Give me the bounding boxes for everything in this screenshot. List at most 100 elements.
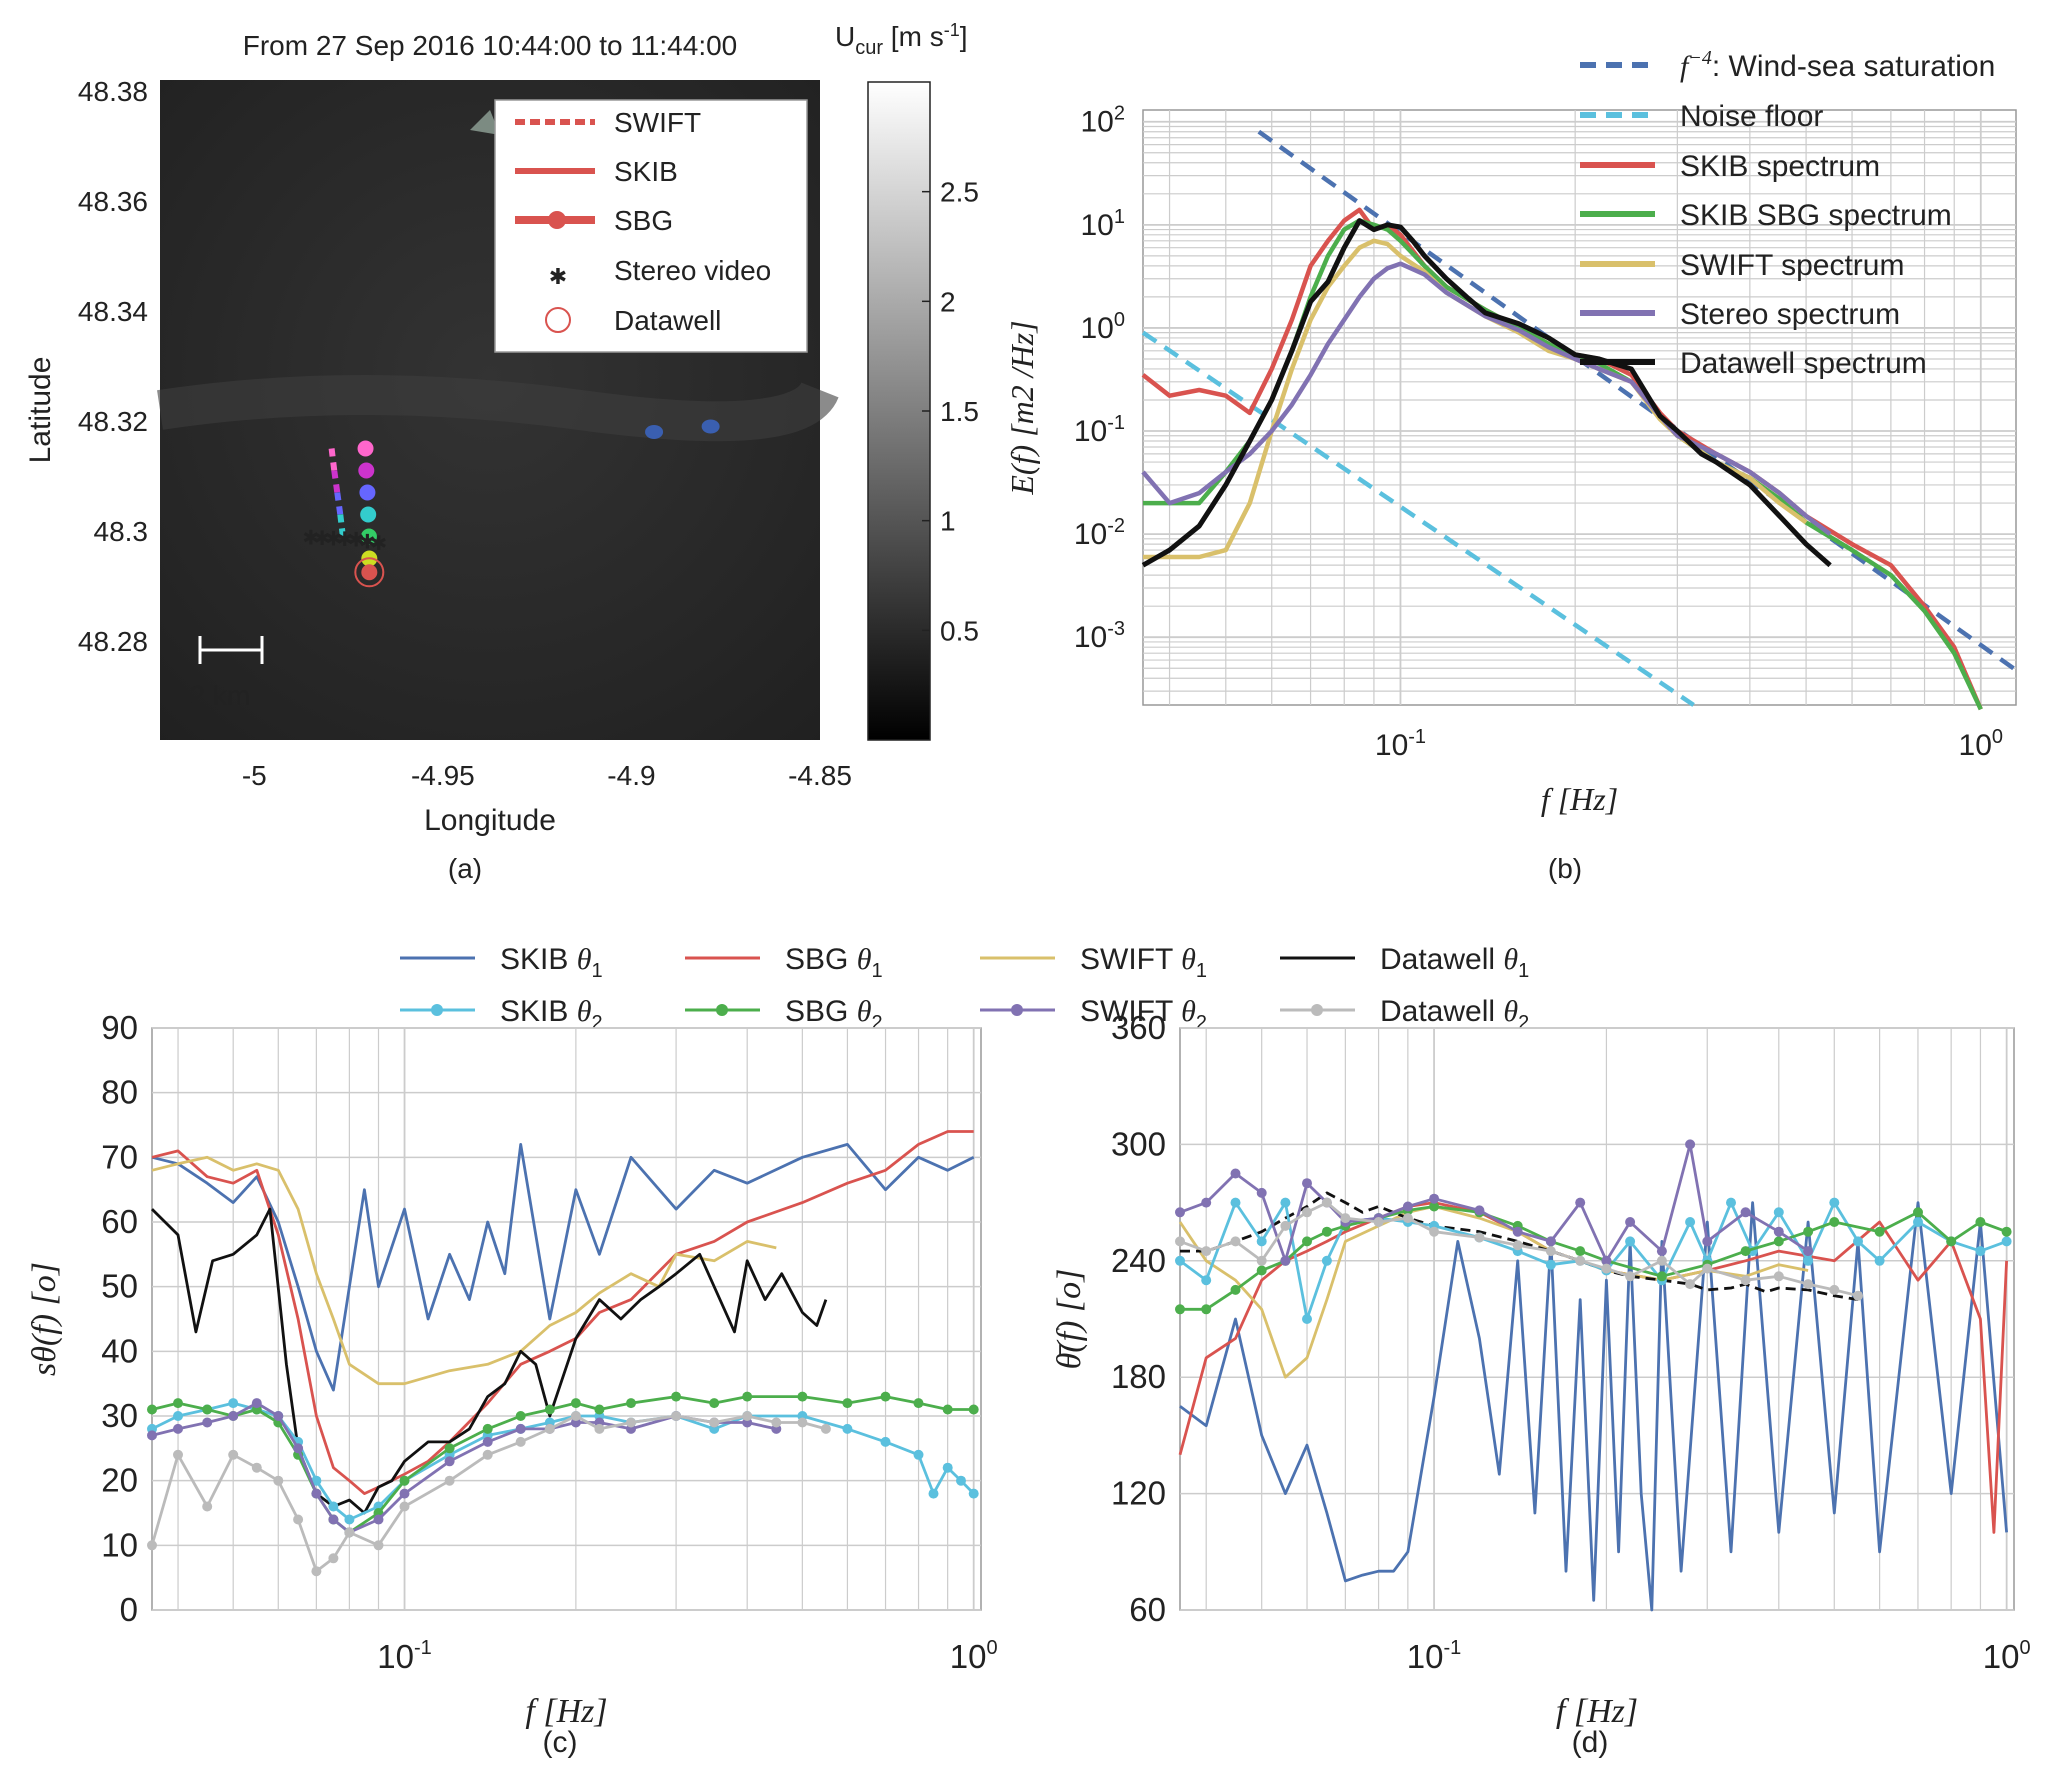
panel-d-marker-sbg2 [1429, 1201, 1440, 1212]
panel-d-marker-swift2 [1803, 1246, 1814, 1257]
panel-c-ytick-label: 30 [101, 1397, 138, 1434]
swift-track-segment [337, 514, 346, 537]
panel-c-marker-datawell2 [399, 1501, 410, 1512]
panel-c-marker-sbg2 [594, 1404, 605, 1415]
colorbar-tick-label: 1.5 [940, 396, 979, 427]
spectrum-ytick-label: 10-2 [1074, 515, 1125, 551]
swift-track-segment [331, 470, 341, 493]
map-legend-label: Datawell [614, 305, 721, 336]
bottom-legend-label: SKIB θ1 [500, 943, 603, 982]
panel-c-marker-datawell2 [228, 1449, 239, 1460]
panel-d-marker-skib2 [1913, 1217, 1923, 1227]
panel-c-marker-sbg2 [173, 1398, 183, 1409]
panel-d-marker-swift2 [1302, 1178, 1312, 1189]
panel-c-ytick-label: 60 [101, 1203, 138, 1240]
panel-c-marker-skib2 [913, 1449, 924, 1460]
colorbar [867, 81, 931, 741]
spectrum-legend-label: SKIB SBG spectrum [1680, 199, 1952, 232]
panel-c-marker-sbg2 [626, 1398, 636, 1409]
panel-c-marker-swift2 [293, 1443, 304, 1454]
panel-d-marker-swift2 [1230, 1168, 1241, 1179]
panel-d-marker-datawell2 [1601, 1263, 1612, 1274]
panel-c-marker-sbg2 [515, 1411, 526, 1421]
panel-c-marker-datawell2 [251, 1462, 262, 1473]
panel-c-xlabel: f [Hz] [525, 1693, 607, 1730]
panel-d-marker-skib2 [1625, 1236, 1636, 1247]
panel-c-marker-datawell2 [771, 1417, 782, 1428]
panel-d-marker-skib2 [1256, 1236, 1267, 1247]
panel-c-line-sbg2 [151, 1395, 974, 1534]
panel-c-marker-sbg2 [570, 1398, 581, 1409]
panel-d-marker-skib2 [1230, 1197, 1241, 1208]
panel-b: 10-3 10-2 10-1 100 101 102 10-1 100 f [Hz] E(f) [… [1004, 47, 2018, 884]
current-patch [645, 425, 664, 439]
panel-c-xtick-label: 100 [950, 1637, 998, 1675]
panel-d-marker-swift2 [1280, 1255, 1291, 1266]
swift-track-segment [328, 448, 338, 471]
panel-d-marker-swift2 [1429, 1193, 1440, 1204]
panel-c-ytick-label: 50 [101, 1268, 138, 1305]
spectrum-legend-label: SWIFT spectrum [1680, 249, 1904, 282]
panel-d-marker-swift2 [1201, 1197, 1212, 1208]
panel-d-marker-datawell2 [1321, 1197, 1332, 1208]
panel-d-marker-sbg2 [1575, 1246, 1586, 1257]
panel-d-marker-datawell2 [1175, 1236, 1185, 1247]
panel-c-marker-skib2 [968, 1488, 979, 1499]
panel-d-marker-datawell2 [1575, 1255, 1586, 1266]
panel-c-marker-sbg2 [880, 1391, 891, 1402]
panel-d-marker-swift2 [1625, 1217, 1636, 1227]
panel-c-marker-sbg2 [742, 1391, 753, 1402]
panel-d-marker-swift2 [1601, 1255, 1612, 1266]
stereo-marker: ✱ [314, 528, 331, 550]
panel-c-marker-skib2 [311, 1475, 322, 1486]
panel-d-line-datawell [1180, 1191, 1859, 1301]
panel-d-marker-sbg2 [1803, 1226, 1814, 1237]
panel-d-marker-swift2 [1685, 1139, 1696, 1150]
panel-c-marker-datawell2 [709, 1417, 720, 1428]
panel-c-marker-swift2 [173, 1423, 183, 1434]
panel-c-line-swift [151, 1155, 777, 1386]
panel-d-marker-sbg2 [1175, 1304, 1185, 1315]
panel-d-marker-skib2 [1773, 1207, 1784, 1218]
spectrum-xtick-label: 10-1 [1375, 726, 1426, 762]
bottom-legend-label: SBG θ2 [785, 995, 883, 1034]
panel-c: 0 10 20 30 40 50 60 70 80 90 10-1 100 f [Hz] sθ(f) [o… [26, 1009, 998, 1759]
panel-d-marker-skib2 [1975, 1246, 1986, 1257]
panel-c-marker-datawell2 [147, 1540, 157, 1551]
panel-c-ytick-label: 90 [101, 1009, 138, 1046]
panel-d-marker-datawell2 [1302, 1207, 1312, 1218]
panel-d-ytick-label: 240 [1111, 1242, 1166, 1279]
spectrum-ytick-label: 10-1 [1074, 412, 1125, 448]
spectrum-ytick-label: 10-3 [1074, 618, 1125, 654]
panel-c-line-sbg [151, 1130, 974, 1495]
panel-d-marker-datawell2 [1702, 1263, 1713, 1274]
stereo-marker: ✱ [348, 530, 365, 552]
panel-d-line-skib [1179, 1201, 2008, 1612]
panel-d-marker-datawell2 [1803, 1279, 1814, 1290]
spectrum-legend-label: SKIB spectrum [1680, 150, 1880, 183]
panel-d-marker-swift2 [1740, 1207, 1751, 1218]
panel-c-marker-skib2 [928, 1488, 939, 1499]
panel-d-marker-sbg2 [1874, 1226, 1885, 1237]
colorbar-tick-label: 2.5 [940, 177, 979, 208]
sbg-track-point [359, 484, 376, 501]
bottom-legend-marker [431, 1004, 443, 1016]
spectrum-ytick-label: 102 [1081, 103, 1126, 139]
bottom-legend-label: Datawell θ1 [1380, 943, 1529, 982]
panel-c-marker-datawell2 [344, 1527, 355, 1538]
panel-d-ytick-label: 180 [1111, 1358, 1166, 1395]
panel-c-marker-swift2 [515, 1423, 526, 1434]
legend-swatch [545, 307, 571, 333]
stereo-marker: ✱ [359, 531, 376, 553]
panel-d-marker-skib2 [1321, 1255, 1332, 1266]
sbg-track-point [358, 462, 375, 479]
panel-d-xlabel: f [Hz] [1556, 1693, 1638, 1730]
map-xtick-label: -4.9 [607, 760, 655, 791]
stereo-marker: ✱ [370, 533, 387, 555]
panel-c-plot-area [151, 1027, 982, 1611]
panel-c-ytick-label: 10 [101, 1526, 138, 1563]
panel-d-marker-sbg2 [1913, 1207, 1923, 1218]
panel-d-marker-datawell2 [1402, 1213, 1413, 1224]
panel-c-marker-datawell2 [570, 1411, 581, 1421]
panel-c-marker-sbg2 [968, 1404, 979, 1415]
